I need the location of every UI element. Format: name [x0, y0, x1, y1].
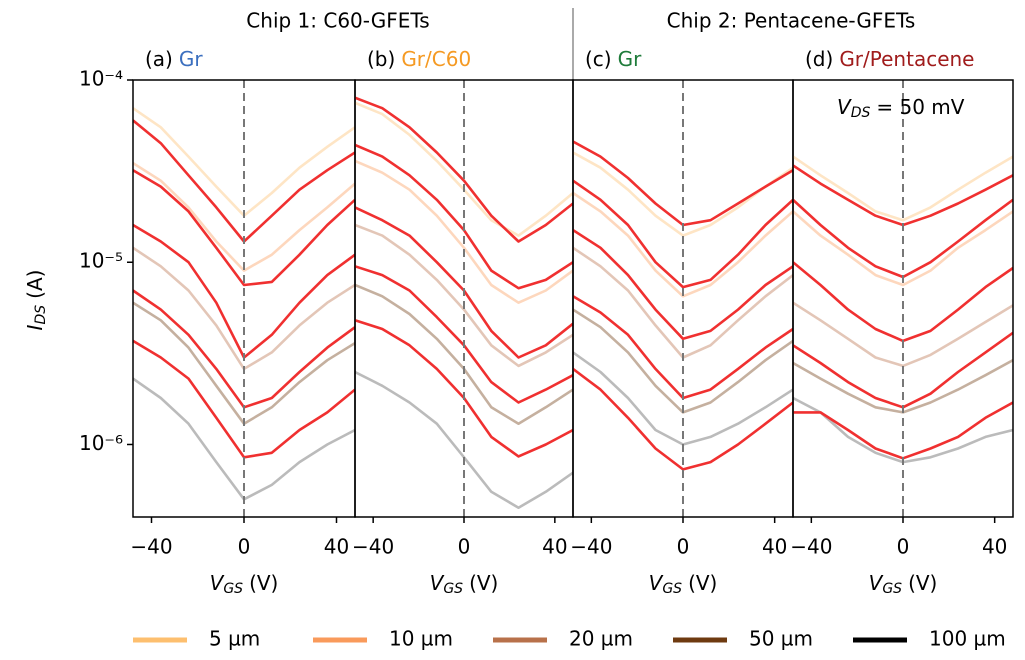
- symbol: V: [430, 571, 445, 595]
- x-axis-label: VGS (V): [210, 571, 279, 598]
- curve: [355, 223, 573, 368]
- x-axis-label: VGS (V): [649, 571, 718, 598]
- curve: [355, 96, 573, 243]
- legend-label: 100 µm: [929, 627, 1006, 651]
- subscript: GS: [662, 581, 682, 597]
- y-axis-label: IDS (A): [23, 270, 50, 331]
- symbol: V: [649, 571, 664, 595]
- symbol: V: [837, 95, 852, 119]
- curve: [573, 191, 793, 298]
- unit: (V): [688, 571, 717, 595]
- panel-title: (a) Gr: [145, 47, 203, 71]
- subscript: DS: [33, 305, 49, 325]
- x-axis-label: VGS (V): [869, 571, 938, 598]
- x-tick-label: 40: [982, 535, 1007, 559]
- x-tick-label: −40: [790, 535, 832, 559]
- x-tick-label: 0: [677, 535, 690, 559]
- curve: [573, 367, 793, 471]
- x-tick-label: 0: [238, 535, 251, 559]
- symbol: V: [869, 571, 884, 595]
- panel-label: (a): [145, 47, 173, 71]
- legend-label: 5 µm: [209, 627, 260, 651]
- curve: [133, 169, 355, 287]
- x-tick-label: 40: [762, 535, 787, 559]
- curve: [573, 229, 793, 341]
- panel-label: (c): [585, 47, 612, 71]
- x-tick-label: 0: [458, 535, 471, 559]
- legend-label: 20 µm: [569, 627, 633, 651]
- panel-name: Gr/C60: [401, 47, 471, 71]
- unit: (V): [469, 571, 498, 595]
- y-tick-label: 10⁻⁶: [79, 431, 123, 455]
- subscript: GS: [223, 581, 243, 597]
- text: = 50 mV: [876, 95, 964, 119]
- y-tick-label: 10⁻⁵: [79, 249, 123, 273]
- panel-label: (b): [367, 47, 395, 71]
- x-tick-label: −40: [130, 535, 172, 559]
- panel-label: (d): [805, 47, 833, 71]
- subscript: GS: [882, 581, 902, 597]
- symbol: V: [210, 571, 225, 595]
- x-tick-label: 40: [542, 535, 567, 559]
- legend-label: 10 µm: [389, 627, 453, 651]
- x-tick-label: −40: [352, 535, 394, 559]
- chip-heading: Chip 2: Pentacene-GFETs: [667, 9, 916, 33]
- curve: [133, 162, 355, 272]
- x-tick-label: 40: [324, 535, 349, 559]
- panel-name: Gr: [179, 47, 203, 71]
- panel-title: (c) Gr: [585, 47, 642, 71]
- panel-name: Gr/Pentacene: [839, 47, 974, 71]
- panel-name: Gr: [618, 47, 642, 71]
- y-tick-label: 10⁻⁴: [79, 67, 123, 91]
- legend-label: 50 µm: [749, 627, 813, 651]
- chip-heading: Chip 1: C60-GFETs: [246, 9, 429, 33]
- x-axis-label: VGS (V): [430, 571, 499, 598]
- annotation: VDS = 50 mV: [837, 95, 965, 122]
- curve: [793, 210, 1013, 287]
- x-tick-label: −40: [570, 535, 612, 559]
- subscript: DS: [851, 105, 871, 121]
- unit: (A): [23, 270, 47, 299]
- subscript: GS: [443, 581, 463, 597]
- curve: [355, 159, 573, 304]
- curve: [573, 179, 793, 289]
- unit: (V): [249, 571, 278, 595]
- panel-title: (b) Gr/C60: [367, 47, 471, 71]
- curve: [793, 155, 1013, 222]
- symbol: I: [23, 324, 47, 330]
- unit: (V): [908, 571, 937, 595]
- curve: [793, 301, 1013, 368]
- panel-title: (d) Gr/Pentacene: [805, 47, 974, 71]
- x-tick-label: 0: [897, 535, 910, 559]
